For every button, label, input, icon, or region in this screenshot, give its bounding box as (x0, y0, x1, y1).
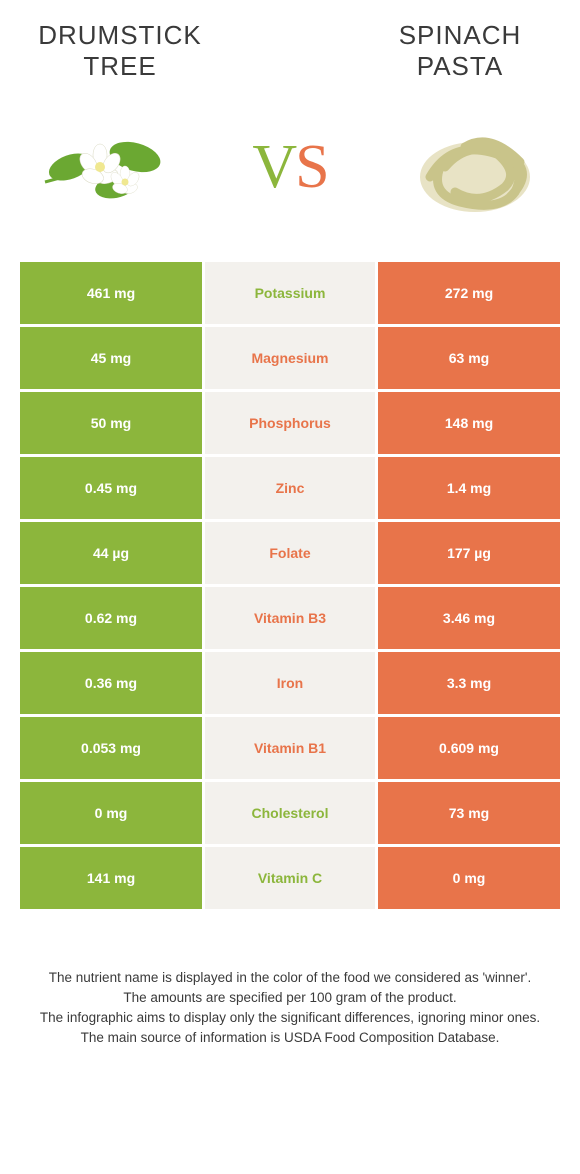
nutrient-row: 45 mgMagnesium63 mg (20, 327, 560, 389)
right-value: 1.4 mg (378, 457, 560, 519)
footer-line: The nutrient name is displayed in the co… (30, 969, 550, 988)
left-food-title: Drumstick tree (20, 20, 220, 82)
left-value: 0.45 mg (20, 457, 202, 519)
right-value: 0 mg (378, 847, 560, 909)
left-value: 0.62 mg (20, 587, 202, 649)
footer-line: The main source of information is USDA F… (30, 1029, 550, 1048)
left-value: 0 mg (20, 782, 202, 844)
nutrient-row: 461 mgPotassium272 mg (20, 262, 560, 324)
left-value: 45 mg (20, 327, 202, 389)
footer-line: The amounts are specified per 100 gram o… (30, 989, 550, 1008)
drumstick-tree-image (30, 112, 180, 222)
left-value: 461 mg (20, 262, 202, 324)
left-value: 50 mg (20, 392, 202, 454)
header-titles: Drumstick tree Spinach pasta (20, 20, 560, 82)
left-value: 0.36 mg (20, 652, 202, 714)
left-value: 44 µg (20, 522, 202, 584)
right-value: 0.609 mg (378, 717, 560, 779)
right-value: 73 mg (378, 782, 560, 844)
spinach-pasta-image (400, 112, 550, 222)
nutrient-row: 0.36 mgIron3.3 mg (20, 652, 560, 714)
right-value: 272 mg (378, 262, 560, 324)
nutrient-name: Vitamin C (205, 847, 375, 909)
nutrient-row: 0.45 mgZinc1.4 mg (20, 457, 560, 519)
footer-notes: The nutrient name is displayed in the co… (20, 969, 560, 1048)
left-value: 0.053 mg (20, 717, 202, 779)
nutrient-name: Cholesterol (205, 782, 375, 844)
nutrient-row: 44 µgFolate177 µg (20, 522, 560, 584)
nutrient-name: Vitamin B3 (205, 587, 375, 649)
nutrient-name: Iron (205, 652, 375, 714)
nutrient-name: Magnesium (205, 327, 375, 389)
nutrient-row: 50 mgPhosphorus148 mg (20, 392, 560, 454)
nutrient-name: Phosphorus (205, 392, 375, 454)
right-value: 63 mg (378, 327, 560, 389)
vs-s-letter: S (295, 133, 327, 201)
nutrient-row: 141 mgVitamin C0 mg (20, 847, 560, 909)
nutrient-name: Potassium (205, 262, 375, 324)
right-value: 148 mg (378, 392, 560, 454)
footer-line: The infographic aims to display only the… (30, 1009, 550, 1028)
right-food-title: Spinach pasta (360, 20, 560, 82)
right-value: 3.3 mg (378, 652, 560, 714)
right-value: 177 µg (378, 522, 560, 584)
nutrient-row: 0 mgCholesterol73 mg (20, 782, 560, 844)
nutrient-table: 461 mgPotassium272 mg45 mgMagnesium63 mg… (20, 262, 560, 909)
nutrient-name: Folate (205, 522, 375, 584)
right-value: 3.46 mg (378, 587, 560, 649)
nutrient-row: 0.62 mgVitamin B33.46 mg (20, 587, 560, 649)
images-row: VS (20, 112, 560, 222)
vs-label: VS (252, 132, 327, 203)
nutrient-name: Vitamin B1 (205, 717, 375, 779)
nutrient-row: 0.053 mgVitamin B10.609 mg (20, 717, 560, 779)
nutrient-name: Zinc (205, 457, 375, 519)
vs-v-letter: V (252, 133, 295, 201)
left-value: 141 mg (20, 847, 202, 909)
